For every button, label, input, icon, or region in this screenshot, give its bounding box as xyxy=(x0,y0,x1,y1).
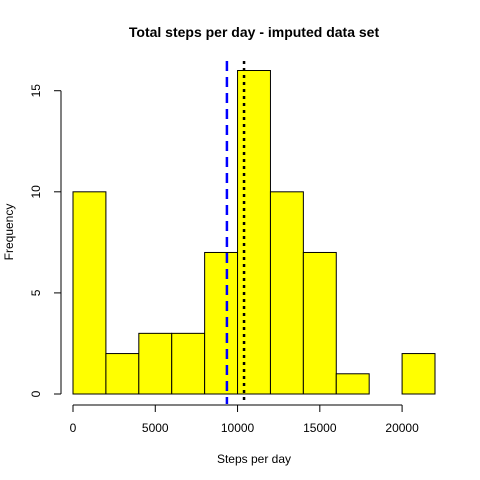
reference-lines-group xyxy=(225,61,246,404)
histogram-bar xyxy=(237,70,271,395)
histogram-bar xyxy=(204,251,239,395)
histogram-bar xyxy=(302,251,337,395)
y-tick-label: 15 xyxy=(29,84,43,98)
histogram-bar xyxy=(269,191,304,395)
y-tick-label: 10 xyxy=(29,185,43,199)
x-axis: 0 5000 10000 15000 20000 xyxy=(70,404,419,435)
histogram-bar xyxy=(171,332,206,395)
histogram-bar xyxy=(335,373,370,395)
y-tick-label: 5 xyxy=(29,289,43,296)
x-tick-label: 20000 xyxy=(385,421,419,435)
histogram-bar xyxy=(105,353,140,395)
histogram-bar xyxy=(72,191,107,395)
histogram-bar xyxy=(138,332,173,395)
x-axis-label: Steps per day xyxy=(217,452,291,466)
x-tick-label: 5000 xyxy=(142,421,169,435)
x-tick-label: 10000 xyxy=(221,421,255,435)
y-tick-label: 0 xyxy=(29,390,43,397)
chart-title: Total steps per day - imputed data set xyxy=(129,24,380,40)
x-tick-label: 0 xyxy=(70,421,77,435)
x-tick-label: 15000 xyxy=(303,421,337,435)
y-axis-label: Frequency xyxy=(2,204,16,261)
bars-group xyxy=(72,70,436,395)
y-axis: 0 5 10 15 xyxy=(29,84,62,397)
histogram-bar xyxy=(401,353,436,395)
